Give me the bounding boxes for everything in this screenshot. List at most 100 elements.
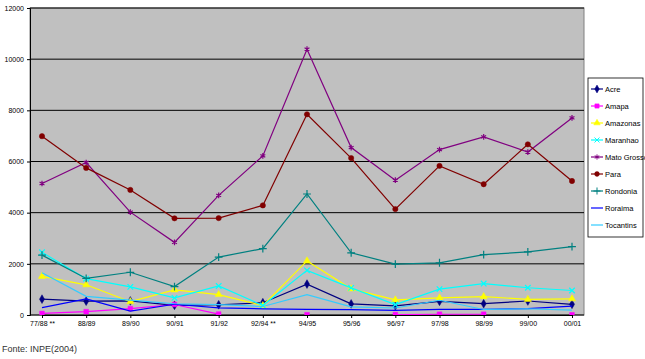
series-marker [436, 259, 444, 267]
grid-line [30, 59, 584, 60]
x-tick-mark [175, 315, 176, 318]
series-marker [172, 240, 177, 246]
x-tick: 89/90 [122, 315, 140, 327]
y-tick: 8000 [8, 107, 30, 114]
x-tick-label: 91/92 [210, 320, 228, 327]
series-marker [393, 301, 398, 310]
x-tick-mark [219, 315, 220, 318]
x-tick: 91/92 [210, 315, 228, 327]
series-line [42, 49, 572, 242]
series-marker [215, 290, 222, 296]
series-marker [39, 295, 44, 304]
x-tick: 98/99 [475, 315, 493, 327]
y-tick-mark [27, 315, 30, 316]
series-marker [259, 245, 267, 253]
series-marker [481, 312, 486, 315]
y-tick-label: 0 [20, 312, 24, 319]
series-marker [172, 216, 177, 221]
x-tick-mark [572, 315, 573, 318]
x-tick-label: 92/94 ** [251, 320, 276, 327]
series-marker [82, 274, 90, 282]
series-marker [569, 178, 574, 183]
y-tick-label: 8000 [8, 107, 24, 114]
legend-label: Roraima [605, 204, 634, 213]
series-marker [393, 177, 398, 183]
series-marker [480, 292, 487, 298]
x-tick-mark [42, 315, 43, 318]
grid-line [30, 212, 584, 213]
x-tick: 92/94 ** [251, 315, 276, 327]
chart: 02000400060008000100001200077/88 **88/89… [0, 0, 645, 359]
series-marker [481, 182, 486, 187]
y-tick-mark [27, 8, 30, 9]
series-marker [260, 153, 265, 159]
series-marker [568, 295, 575, 301]
x-tick: 90/91 [166, 315, 184, 327]
x-tick-mark [130, 315, 131, 318]
series-marker [349, 155, 354, 160]
series-marker [481, 281, 487, 287]
series-marker [568, 243, 576, 251]
legend-marker [593, 187, 600, 194]
x-tick-label: 97/98 [431, 320, 449, 327]
x-tick: 97/98 [431, 315, 449, 327]
x-axis: 77/88 **88/8989/9090/9191/9292/94 **94/9… [30, 315, 581, 327]
legend-label: Maranhao [605, 136, 639, 145]
legend-marker [595, 85, 600, 93]
x-tick-label: 00/01 [564, 320, 582, 327]
series-marker [126, 268, 134, 276]
series-marker [393, 302, 399, 308]
y-axis-line [27, 9, 31, 316]
series-marker [128, 284, 134, 290]
y-tick-label: 4000 [8, 209, 24, 216]
y-tick: 4000 [8, 209, 30, 216]
legend-marker [594, 119, 600, 125]
legend-label: Amazonas [605, 119, 641, 128]
x-tick: 99/00 [520, 315, 538, 327]
series-line [42, 114, 572, 218]
x-tick: 94/95 [299, 315, 317, 327]
series-marker [348, 285, 354, 291]
series-marker [40, 181, 45, 187]
series-line [42, 273, 572, 310]
series-marker [84, 165, 89, 170]
x-tick: 96/97 [387, 315, 405, 327]
legend-label: Tocantins [605, 221, 637, 230]
x-tick-mark [395, 315, 396, 318]
legend-swatch [591, 224, 603, 225]
legend: AcreAmapaAmazonasMaranhaoMato GrossoPara… [588, 78, 645, 237]
series-marker [39, 134, 44, 139]
series-marker [305, 46, 310, 52]
series-marker [305, 312, 310, 315]
x-tick: 88/89 [78, 315, 96, 327]
y-tick: 6000 [8, 158, 30, 165]
x-tick-label: 88/89 [78, 320, 96, 327]
x-tick-label: 96/97 [387, 320, 405, 327]
x-tick-label: 99/00 [520, 320, 538, 327]
plot-area [30, 8, 584, 315]
series-line [42, 252, 572, 305]
x-tick-label: 94/95 [299, 320, 317, 327]
x-tick-mark [263, 315, 264, 318]
series-marker [436, 294, 443, 300]
series-marker [171, 283, 179, 291]
series-marker [525, 285, 531, 291]
x-tick-mark [440, 315, 441, 318]
y-tick-label: 2000 [8, 261, 24, 268]
series-marker [570, 115, 575, 121]
series-marker [128, 187, 133, 192]
y-tick: 0 [20, 312, 30, 319]
x-axis-line [43, 316, 573, 319]
x-tick-mark [86, 315, 87, 318]
grid [30, 8, 584, 315]
y-tick-label: 6000 [8, 158, 24, 165]
series-marker [480, 251, 488, 259]
legend-label: Rondonia [605, 187, 638, 196]
series-marker [40, 311, 45, 315]
series-marker [392, 296, 399, 302]
x-tick-label: 95/96 [343, 320, 361, 327]
series-marker [437, 163, 442, 168]
series-marker [260, 203, 265, 208]
y-tick-label: 10000 [5, 56, 25, 63]
series-marker [525, 142, 530, 147]
